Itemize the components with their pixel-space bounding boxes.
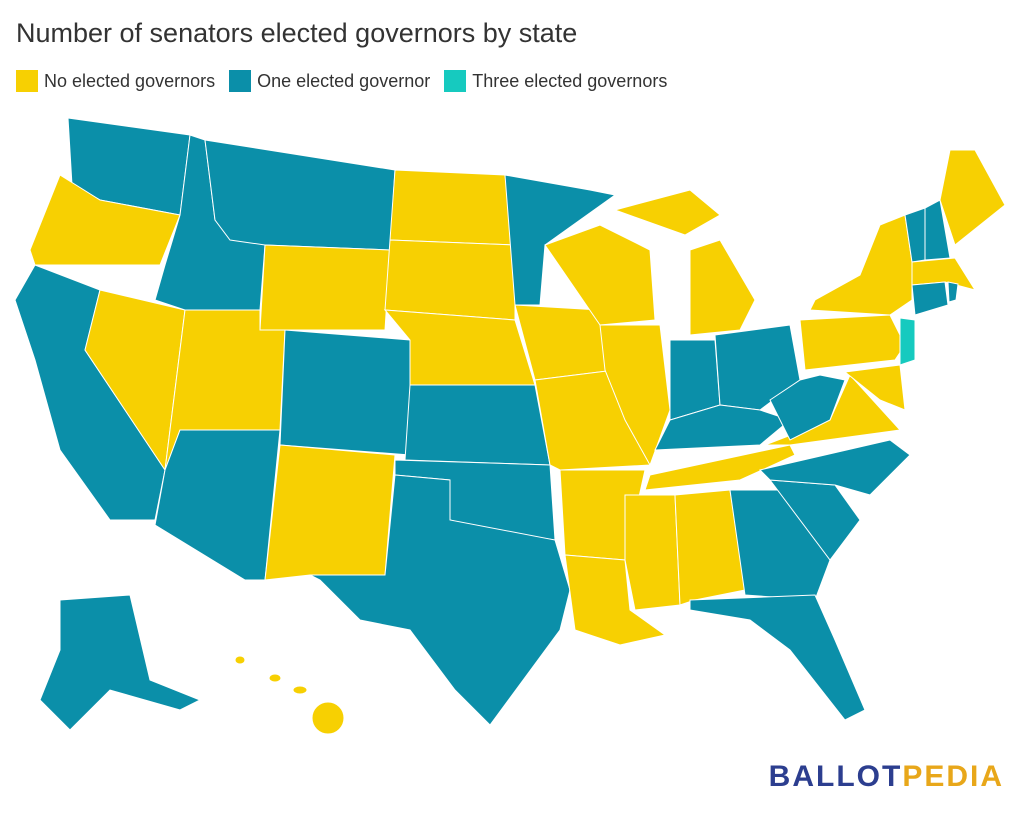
state-group [769, 374, 846, 441]
state [309, 474, 571, 726]
state [911, 257, 977, 291]
state-group [689, 594, 866, 721]
state-group [911, 281, 959, 316]
state [204, 139, 396, 251]
state [154, 429, 281, 581]
state-group [389, 169, 516, 246]
state [899, 317, 916, 366]
state [911, 281, 949, 316]
state-group [264, 444, 396, 581]
legend: No elected governors One elected governo… [16, 70, 667, 92]
state [279, 329, 411, 456]
legend-label: Three elected governors [472, 70, 668, 91]
state [268, 673, 282, 683]
legend-label: No elected governors [44, 70, 216, 91]
state-group [674, 489, 746, 606]
state-group [599, 324, 671, 467]
state-group [234, 655, 345, 735]
state [234, 655, 246, 665]
state-group [809, 214, 913, 316]
state [384, 239, 516, 321]
state [264, 444, 396, 581]
state-group [154, 429, 281, 581]
legend-swatch [444, 70, 467, 92]
state [292, 685, 308, 695]
state-group [384, 239, 516, 321]
state [843, 364, 906, 411]
state-group [904, 199, 951, 263]
state [689, 594, 866, 721]
map-title: Number of senators elected governors by … [16, 18, 578, 48]
state-group [799, 314, 906, 371]
state [799, 314, 906, 371]
logo-second: PEDIA [902, 760, 1004, 793]
state [404, 384, 551, 466]
state [644, 444, 796, 491]
state [29, 174, 181, 266]
state [259, 244, 391, 331]
legend-swatch [16, 70, 38, 92]
state [654, 404, 792, 451]
state [939, 149, 1006, 246]
state [599, 324, 671, 467]
state [544, 224, 656, 326]
state-group [759, 439, 911, 496]
logo-first: BALLOT [768, 760, 903, 793]
legend-item: One elected governor [229, 70, 430, 92]
state [39, 594, 202, 731]
state [947, 281, 959, 303]
state-group [29, 174, 181, 266]
state-group [544, 224, 656, 326]
state [769, 374, 846, 441]
state [689, 239, 756, 336]
state [759, 439, 911, 496]
state [624, 494, 681, 611]
logo: BALLOTPEDIA [769, 760, 1004, 794]
state-group [404, 384, 551, 466]
state-group [624, 494, 681, 611]
state-group [279, 329, 411, 456]
state-group [309, 474, 571, 726]
state-group [259, 244, 391, 331]
state [389, 169, 516, 246]
state-group [939, 149, 1006, 246]
state-group [654, 404, 792, 451]
state-group [843, 364, 906, 411]
state-group [204, 139, 396, 251]
state-group [39, 594, 202, 731]
state [809, 214, 913, 316]
state-group [644, 444, 796, 491]
legend-item: Three elected governors [444, 70, 667, 92]
state-group [899, 317, 916, 366]
state [613, 189, 721, 236]
state [674, 489, 746, 606]
state-group [613, 189, 756, 336]
legend-label: One elected governor [257, 70, 431, 91]
legend-item: No elected governors [16, 70, 215, 92]
legend-swatch [229, 70, 252, 92]
state [311, 701, 345, 735]
state-group [911, 257, 977, 291]
